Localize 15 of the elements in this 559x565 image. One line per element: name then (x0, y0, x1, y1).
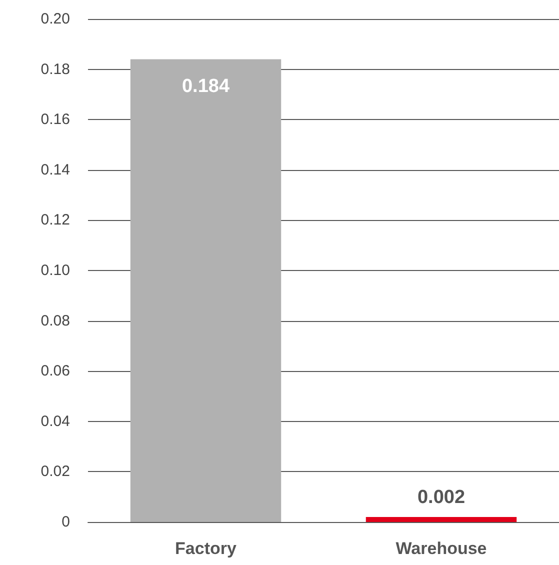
y-tick-label: 0.04 (40, 412, 70, 430)
y-tick-label: 0 (62, 514, 70, 530)
data-label: 0.184 (182, 76, 230, 98)
y-tick-label: 0.20 (40, 10, 70, 28)
y-tick-label: 0.16 (40, 111, 70, 128)
y-tick-label: 0.12 (40, 212, 70, 229)
y-tick-label: 0.02 (40, 463, 70, 480)
x-tick-label: Warehouse (396, 539, 487, 558)
y-tick-label: 0.06 (40, 362, 70, 380)
y-tick-label: 0.08 (40, 312, 70, 330)
y-tick-label: 0.10 (40, 262, 70, 279)
data-label: 0.002 (417, 486, 466, 508)
y-tick-label: 0.14 (40, 161, 70, 178)
y-tick-label: 0.18 (40, 60, 70, 78)
x-tick-label: Factory (175, 539, 237, 558)
